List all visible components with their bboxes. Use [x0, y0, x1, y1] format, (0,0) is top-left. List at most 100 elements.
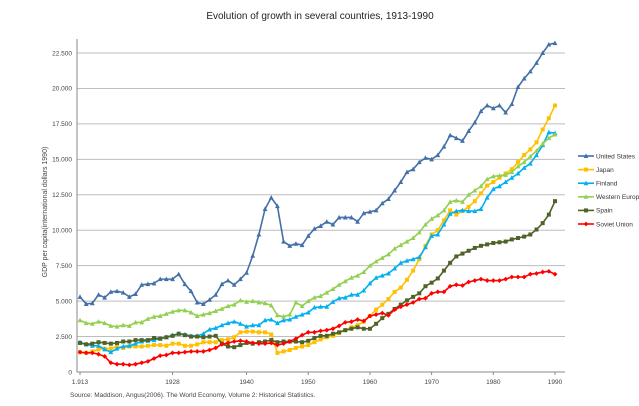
data-point: [411, 294, 416, 299]
x-tick-label: 1970: [424, 379, 439, 386]
data-point: [435, 231, 441, 237]
data-point: [213, 340, 218, 345]
data-point: [386, 196, 391, 202]
data-point: [115, 340, 120, 345]
data-point: [361, 287, 367, 293]
data-point: [441, 289, 447, 295]
data-point: [509, 167, 514, 172]
data-point: [342, 294, 348, 300]
data-point: [503, 179, 509, 185]
data-point: [379, 272, 385, 278]
data-point: [318, 293, 323, 299]
data-point: [263, 330, 268, 335]
data-point: [133, 361, 138, 367]
data-point: [484, 195, 490, 200]
data-point: [238, 343, 243, 348]
data-point: [89, 350, 95, 356]
data-point: [367, 313, 373, 319]
data-point: [164, 335, 169, 340]
data-point: [231, 339, 237, 344]
data-point: [207, 326, 212, 332]
data-point: [497, 278, 502, 283]
data-point: [305, 298, 311, 304]
data-point: [540, 141, 546, 146]
data-point: [145, 281, 151, 287]
series-line-spain: [79, 200, 556, 348]
data-point: [361, 210, 367, 216]
data-point: [219, 341, 225, 347]
data-point: [478, 191, 483, 196]
data-point: [250, 298, 256, 304]
data-point: [213, 325, 219, 331]
data-point: [454, 254, 459, 259]
data-point: [83, 320, 89, 326]
series-line-finland: [79, 131, 556, 353]
data-point: [139, 282, 145, 287]
data-point: [337, 330, 342, 335]
data-point: [521, 75, 527, 81]
data-point: [410, 166, 416, 172]
data-point: [342, 278, 348, 284]
data-point: [429, 280, 434, 285]
legend-label: Soviet Union: [596, 221, 633, 228]
data-point: [349, 275, 354, 280]
data-point: [379, 200, 385, 206]
data-point: [417, 291, 422, 296]
data-point: [170, 333, 175, 338]
data-point: [170, 350, 175, 356]
data-point: [349, 319, 354, 325]
data-point: [373, 258, 379, 264]
data-point: [195, 334, 200, 339]
data-point: [231, 319, 237, 324]
data-point: [176, 331, 181, 336]
data-point: [342, 214, 348, 220]
data-point: [312, 329, 317, 335]
y-tick-label: 15.000: [52, 157, 72, 164]
data-point: [312, 304, 317, 310]
data-point: [158, 343, 163, 348]
data-point: [281, 349, 286, 354]
data-point: [200, 331, 206, 336]
series-western-europe: [77, 131, 558, 329]
data-point: [256, 299, 262, 305]
data-point: [386, 270, 391, 276]
data-point: [182, 349, 188, 355]
data-point: [77, 317, 83, 323]
data-point: [114, 361, 120, 367]
data-point: [453, 208, 459, 214]
series-spain: [78, 199, 557, 350]
data-point: [96, 351, 101, 357]
data-point: [225, 303, 231, 309]
data-point: [170, 276, 175, 282]
data-point: [207, 310, 212, 316]
data-point: [126, 343, 132, 348]
chart-title: Evolution of growth in several countries…: [206, 11, 434, 22]
data-point: [225, 320, 231, 326]
data-point: [509, 101, 515, 107]
data-point: [102, 340, 107, 345]
data-point: [213, 333, 218, 338]
data-point: [324, 327, 330, 333]
data-point: [139, 360, 145, 366]
data-point: [546, 129, 552, 135]
data-point: [373, 275, 379, 280]
data-point: [528, 147, 533, 152]
data-point: [416, 296, 422, 302]
data-point: [275, 320, 280, 326]
data-point: [102, 346, 108, 352]
data-point: [441, 218, 446, 223]
legend-item-soviet-union: Soviet Union: [578, 221, 633, 228]
data-point: [435, 152, 441, 158]
data-point: [108, 323, 114, 328]
legend-label: United States: [596, 153, 636, 160]
data-point: [429, 216, 435, 221]
data-point: [306, 338, 311, 343]
data-point: [379, 255, 385, 260]
data-point: [120, 322, 126, 328]
data-point: [170, 309, 175, 314]
data-point: [244, 270, 249, 275]
data-point: [232, 335, 237, 340]
data-point: [380, 302, 385, 307]
x-tick-label: 1990: [548, 379, 563, 386]
data-point: [484, 176, 490, 182]
